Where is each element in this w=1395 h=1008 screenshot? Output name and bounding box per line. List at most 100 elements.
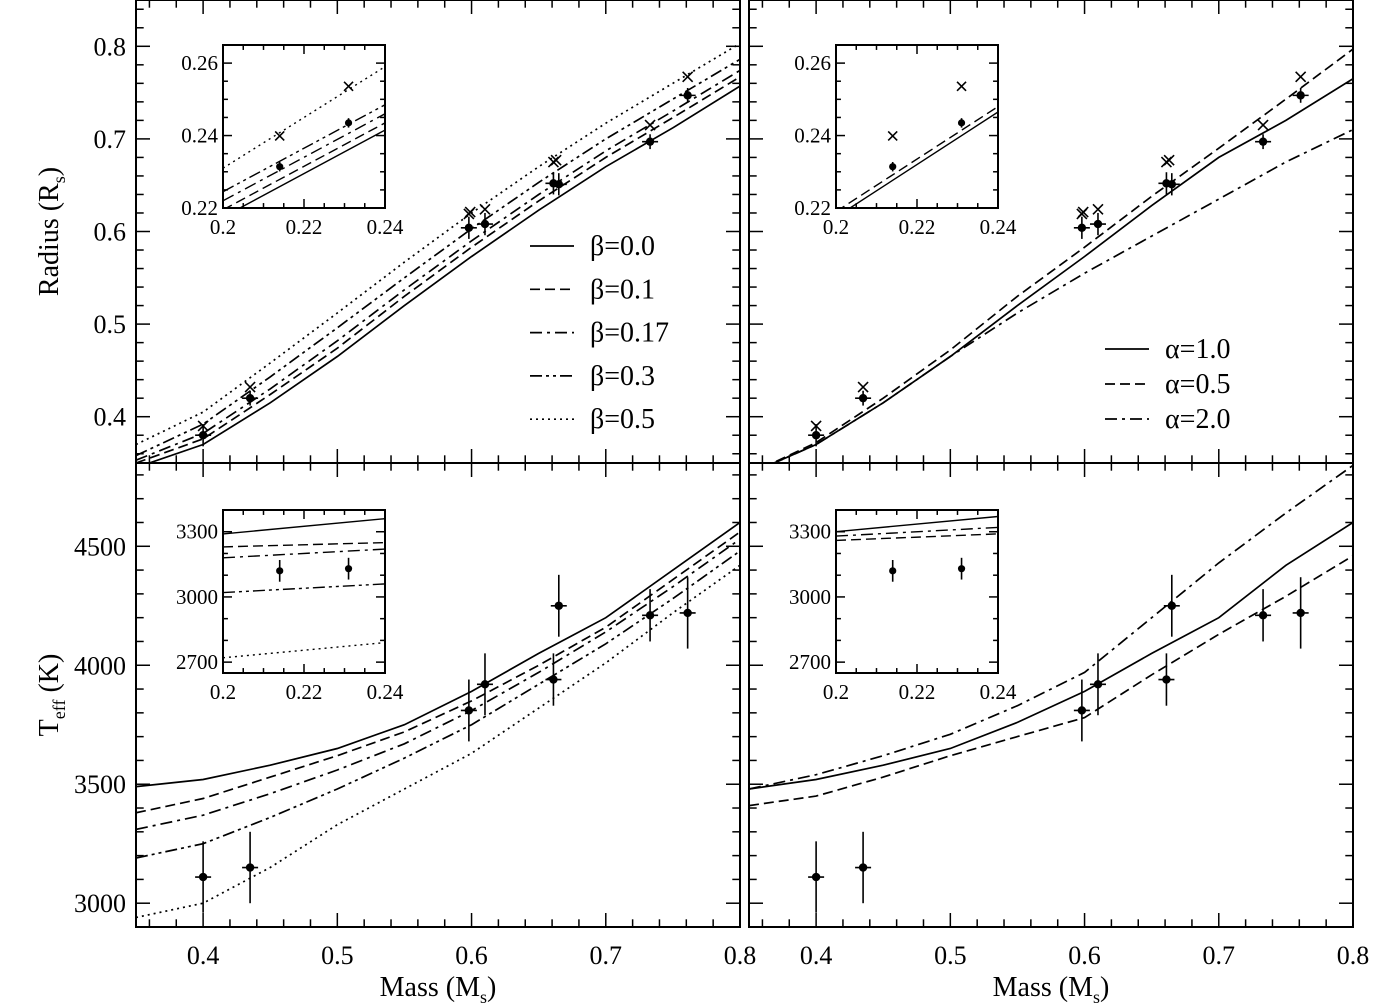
- observed-point: [464, 706, 474, 715]
- observed-point: [1258, 137, 1268, 146]
- observed-point: [1077, 706, 1087, 715]
- series-α=0.5: [770, 48, 1353, 463]
- inset-x-tick-label: 0.22: [899, 680, 936, 704]
- inset-frame: [835, 44, 999, 209]
- inset-x-tick-label: 0.2: [210, 680, 236, 704]
- inset-x-tick-label: 0.22: [286, 680, 323, 704]
- inset-x-tick-label: 0.2: [823, 680, 849, 704]
- inset-observed-point: [889, 163, 897, 171]
- inset-x-tick-label: 0.2: [210, 215, 236, 239]
- model-cross: [464, 206, 476, 218]
- model-cross: [1295, 71, 1307, 83]
- y-tick-label: 0.6: [94, 218, 127, 247]
- inset-y-tick-label: 2700: [176, 650, 218, 674]
- inset-series-dashdot-2: [223, 113, 385, 202]
- x-tick-label: 0.8: [1337, 941, 1370, 970]
- observed-point: [198, 431, 208, 440]
- observed-point: [1167, 601, 1177, 610]
- observed-point: [198, 872, 208, 882]
- observed-point: [480, 219, 490, 229]
- inset-y-tick-label: 0.26: [794, 51, 831, 75]
- y-tick-label: 0.7: [94, 125, 127, 154]
- legend-label: β=0.1: [590, 274, 655, 305]
- x-tick-label: 0.7: [1203, 941, 1236, 970]
- model-cross: [857, 381, 869, 393]
- inset-series-dashdot-2: [223, 548, 385, 559]
- panel-top-right: α=1.0α=0.5α=2.00.220.240.260.2 0.22 0.24: [748, 0, 1354, 464]
- inset-series-dashed-1: [836, 533, 998, 542]
- legend: α=1.0 α=0.5 α=2.0: [1105, 334, 1230, 435]
- legend-label: α=0.5: [1165, 369, 1230, 400]
- observed-point: [1296, 608, 1305, 618]
- inset-observed-point: [957, 119, 966, 127]
- inset-frame: [222, 509, 386, 674]
- series-β=0.1: [136, 76, 740, 463]
- inset-observed-point: [276, 567, 284, 575]
- y-tick-label: 3000: [74, 889, 126, 918]
- y-tick-label: 4500: [74, 532, 126, 561]
- inset-frame: [222, 44, 386, 209]
- y-tick-label: 0.4: [94, 403, 127, 432]
- inset-y-tick-label: 0.22: [794, 196, 831, 220]
- inset-x-tick-label: 0.24: [980, 215, 1017, 239]
- x-tick-label: 0.5: [934, 941, 967, 970]
- x-tick-label: 0.7: [590, 941, 623, 970]
- y-axis-title: Radius (Rs): [34, 167, 69, 296]
- inset: 2700 3000 3300 0.2 0.22 0.24: [789, 509, 1017, 704]
- observed-point: [645, 137, 655, 146]
- observed-point: [1093, 219, 1103, 229]
- x-tick-label: 0.4: [800, 941, 833, 970]
- series-β=0.0: [146, 85, 740, 463]
- inset-y-tick-label: 0.24: [181, 124, 218, 148]
- x-axis-title: Mass (Ms): [380, 972, 497, 1007]
- series-dashed-1: [136, 531, 740, 814]
- inset-x-tick-label: 0.22: [899, 215, 936, 239]
- panel-bottom-left: 3000 3500 4000 4500 0.4 0.5 0.6 0.7 0.8 Teff (K) M…: [34, 462, 757, 1007]
- observed-point: [811, 872, 821, 882]
- inset-y-tick-label: 0.22: [181, 196, 218, 220]
- model-cross: [1257, 119, 1269, 131]
- y-tick-label: 0.5: [94, 310, 127, 339]
- observed-point: [858, 863, 868, 872]
- inset-series-dashdotdot-3: [223, 104, 385, 193]
- inset: 2700 3000 3300 0.2 0.22 0.24: [176, 509, 404, 704]
- series-solid-0: [749, 521, 1353, 790]
- y-tick-label: 4000: [74, 651, 126, 680]
- legend: β=0.0 β=0.1 β=0.17 β=0.3 β=0.5: [530, 231, 669, 435]
- inset-y-tick-label: 0.26: [181, 51, 218, 75]
- x-tick-label: 0.8: [724, 941, 757, 970]
- legend-label: β=0.5: [590, 404, 655, 435]
- inset-frame: [835, 509, 999, 674]
- observed-point: [1093, 680, 1103, 689]
- observed-point: [464, 223, 474, 232]
- observed-point: [554, 601, 563, 610]
- inset-x-tick-label: 0.24: [367, 215, 404, 239]
- legend-label: α=2.0: [1165, 404, 1230, 435]
- panel-frame: [135, 462, 741, 928]
- model-cross: [1163, 154, 1175, 166]
- observed-point: [1162, 675, 1171, 684]
- series-dashed-1: [749, 555, 1353, 807]
- inset-y-tick-label: 0.24: [794, 124, 831, 148]
- observed-point: [1077, 223, 1087, 232]
- series-β=0.5: [136, 42, 740, 446]
- inset-background: [836, 45, 998, 208]
- x-tick-label: 0.6: [1068, 941, 1101, 970]
- panel-bottom-right: 0.4 0.5 0.6 0.7 0.8 Mass (Ms) 2700 3000 3300 0.2 0…: [748, 462, 1370, 1007]
- model-cross: [644, 119, 656, 131]
- observed-point: [683, 608, 692, 618]
- legend-label: α=1.0: [1165, 334, 1230, 365]
- observed-point: [858, 393, 868, 403]
- inset-model-cross: [274, 130, 285, 141]
- panel-frame: [748, 462, 1354, 928]
- x-tick-label: 0.5: [321, 941, 354, 970]
- legend-label: β=0.17: [590, 318, 669, 349]
- observed-point: [245, 393, 255, 403]
- inset-observed-point: [344, 565, 353, 573]
- inset-series-solid-0: [238, 129, 385, 208]
- inset-background: [223, 45, 385, 208]
- observed-point: [480, 680, 490, 689]
- observed-point: [245, 863, 255, 872]
